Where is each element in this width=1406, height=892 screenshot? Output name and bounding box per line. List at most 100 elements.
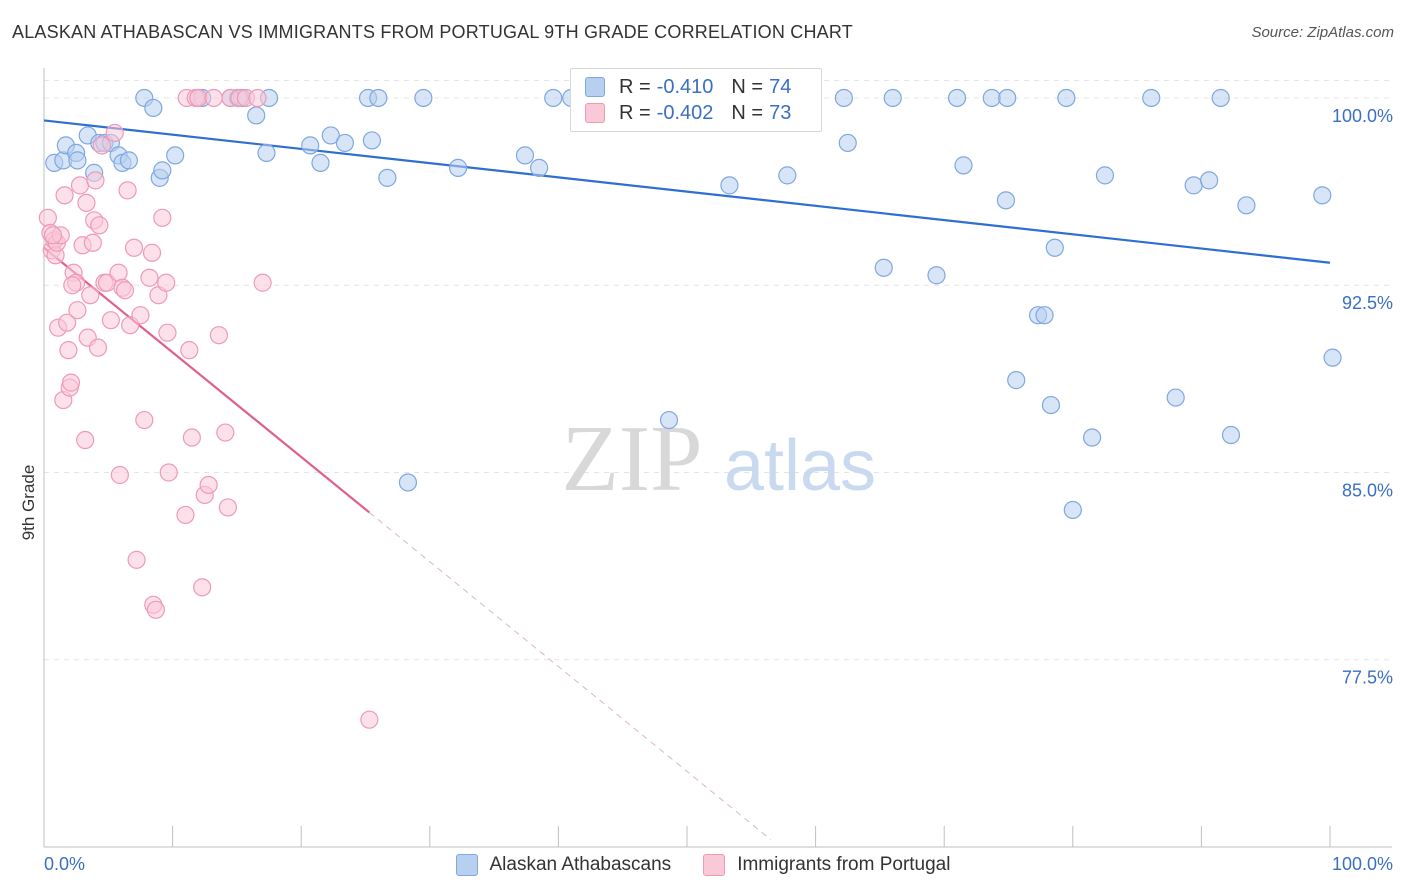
point-portugal: [209, 326, 228, 345]
trend-extension-portugal: [369, 512, 771, 840]
point-portugal: [92, 136, 111, 155]
point-athabascan: [838, 133, 857, 153]
point-portugal: [88, 338, 108, 357]
legend-row-athabascans: R = -0.410 N = 74: [585, 74, 791, 100]
point-portugal: [127, 550, 146, 569]
point-athabascan: [1142, 88, 1161, 108]
point-portugal: [38, 208, 57, 227]
series-legend-athabascans: Alaskan Athabascans: [455, 854, 672, 876]
watermark: ZIP atlas: [562, 407, 877, 511]
point-athabascan: [369, 88, 388, 108]
point-portugal: [159, 463, 178, 482]
point-athabascan: [530, 158, 549, 177]
point-athabascan: [1166, 388, 1185, 407]
point-athabascan: [544, 88, 563, 108]
point-portugal: [70, 176, 90, 195]
y-axis-label: 9th Grade: [19, 465, 38, 541]
point-portugal: [105, 123, 124, 143]
point-portugal: [118, 181, 137, 200]
point-portugal: [43, 226, 63, 245]
point-athabascan: [954, 156, 973, 175]
series-name: Immigrants from Portugal: [737, 854, 951, 875]
legend-n-value: 73: [769, 101, 792, 124]
point-athabascan: [1200, 171, 1219, 190]
point-athabascan: [1221, 425, 1241, 445]
point-athabascan: [1323, 348, 1342, 367]
point-athabascan: [1041, 395, 1061, 415]
y-tick-label: 77.5%: [1342, 668, 1393, 688]
point-athabascan: [335, 133, 355, 153]
axes: [43, 68, 1392, 848]
legend-n-value: 74: [769, 75, 792, 98]
legend-r-label: R =: [619, 75, 651, 98]
point-portugal: [142, 243, 162, 262]
point-athabascan: [515, 146, 535, 165]
point-athabascan: [119, 151, 138, 170]
point-athabascan: [1035, 306, 1054, 325]
point-athabascan: [144, 98, 163, 118]
point-portugal: [76, 430, 95, 450]
series-swatch-pink: [703, 854, 726, 876]
grid-lines: [44, 79, 1392, 661]
point-athabascan: [362, 131, 382, 150]
point-portugal: [176, 505, 195, 525]
point-athabascan: [720, 176, 739, 195]
point-athabascan: [153, 161, 172, 180]
point-portugal: [131, 306, 150, 325]
source-label: Source: ZipAtlas.com: [1251, 24, 1394, 41]
point-portugal: [68, 301, 87, 320]
y-tick-label: 100.0%: [1332, 106, 1393, 126]
point-athabascan: [883, 88, 902, 108]
point-athabascan: [947, 88, 967, 108]
legend-swatch-pink: [585, 103, 605, 123]
point-portugal: [58, 313, 77, 332]
watermark-zip: ZIP: [562, 407, 703, 511]
point-portugal: [55, 186, 74, 205]
point-athabascan: [1045, 238, 1064, 257]
point-athabascan: [321, 126, 340, 145]
point-portugal: [124, 238, 144, 257]
legend-n-label: N =: [731, 75, 764, 98]
point-athabascan: [927, 266, 946, 285]
point-athabascan: [834, 88, 853, 108]
point-athabascan: [982, 88, 1001, 108]
point-athabascan: [1095, 166, 1115, 185]
legend-r-value: -0.402: [656, 101, 714, 124]
point-portugal: [109, 263, 128, 282]
point-portugal: [216, 423, 235, 442]
point-athabascan: [1313, 186, 1332, 205]
watermark-atlas: atlas: [724, 426, 876, 506]
series-name: Alaskan Athabascans: [489, 854, 672, 875]
point-athabascan: [311, 153, 330, 172]
legend-swatch-blue: [585, 77, 605, 97]
point-portugal: [61, 373, 81, 392]
point-portugal: [86, 171, 105, 190]
point-athabascan: [1082, 428, 1102, 447]
point-portugal: [146, 600, 165, 619]
point-athabascan: [1237, 196, 1256, 215]
legend-row-portugal: R = -0.402 N = 73: [585, 100, 791, 126]
point-portugal: [115, 281, 135, 300]
trend-line-athabascan: [43, 119, 1331, 264]
legend-n-label: N =: [731, 101, 764, 124]
point-athabascan: [414, 88, 433, 108]
point-portugal: [158, 323, 177, 342]
series-swatch-blue: [455, 854, 478, 876]
point-portugal: [90, 216, 109, 235]
point-portugal: [77, 193, 96, 212]
point-portugal: [180, 341, 199, 360]
point-portugal: [140, 268, 159, 287]
point-athabascan: [1063, 500, 1082, 520]
y-tick-label: 85.0%: [1342, 480, 1393, 500]
point-athabascan: [247, 106, 266, 125]
point-portugal: [218, 498, 237, 517]
x-tick-label: 0.0%: [44, 854, 85, 874]
point-portugal: [204, 88, 223, 108]
point-portugal: [253, 273, 272, 292]
series-legend-portugal: Immigrants from Portugal: [703, 854, 950, 876]
point-athabascan: [166, 146, 185, 165]
point-portugal: [157, 273, 176, 292]
point-athabascan: [1007, 371, 1026, 390]
y-tick-label: 92.5%: [1342, 293, 1393, 313]
